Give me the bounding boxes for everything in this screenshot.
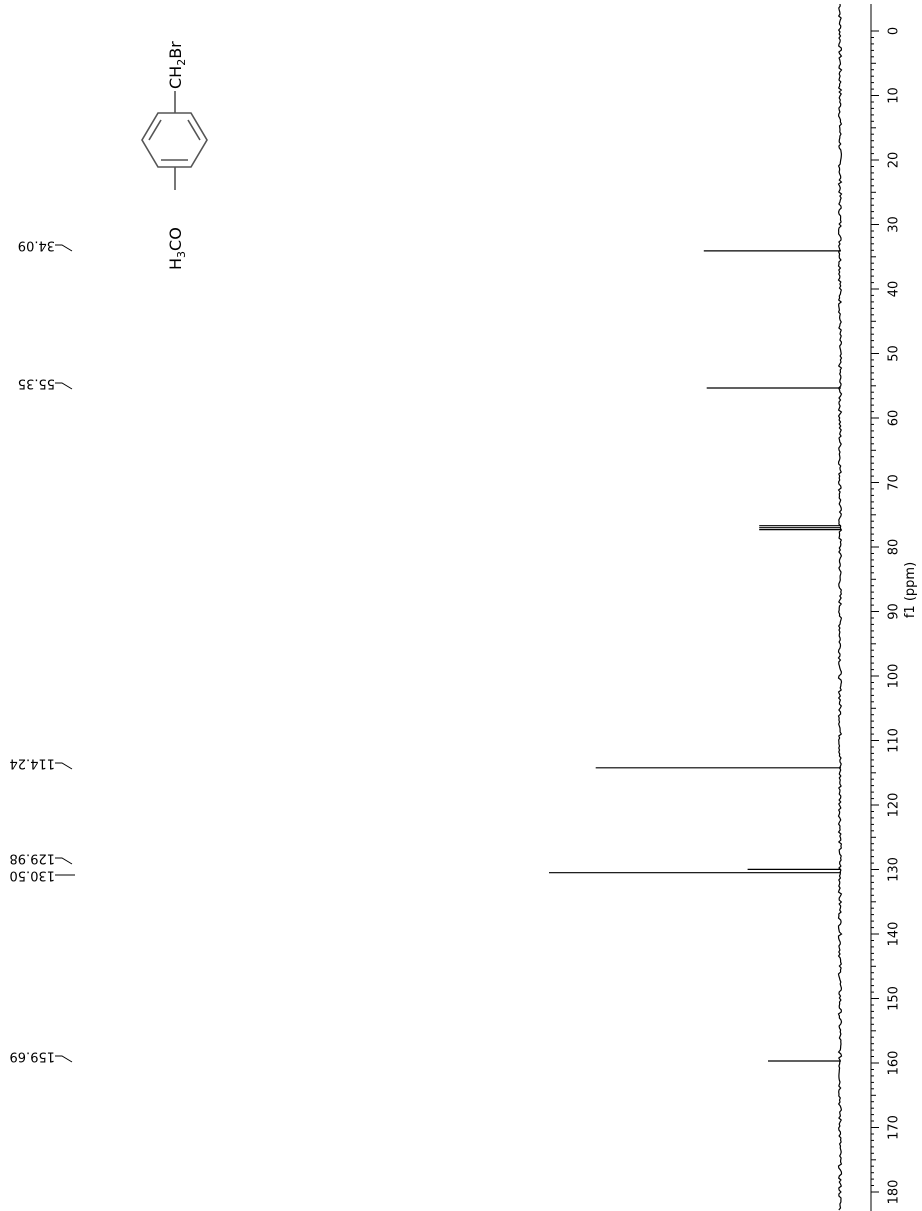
peak-label-leader (55, 857, 73, 865)
tick-label: 60 (887, 410, 902, 427)
tick-label: 150 (887, 986, 902, 1011)
spectrum-baseline (837, 3, 843, 1211)
tick-label: 90 (887, 603, 902, 620)
tick-label: 160 (887, 1051, 902, 1076)
spectrum-layer (549, 3, 843, 1211)
tick-label: 100 (887, 664, 902, 689)
peak-label-0: 34.09 (18, 238, 55, 253)
x-axis-label: f1 (ppm) (903, 562, 918, 618)
peak-label-leader (55, 762, 73, 770)
tick-label: 120 (887, 793, 902, 818)
peak-label-1: 55.35 (18, 376, 55, 391)
tick-label: 110 (887, 728, 902, 753)
tick-label: 70 (887, 474, 902, 491)
h3co-label: H3CO (166, 227, 188, 270)
peak-label-layer: 34.09 55.35 114.24 129.98 130.50 159.69 (10, 238, 75, 1064)
ch2br-label: CH2Br (166, 41, 188, 89)
benzene-ring (141, 112, 208, 168)
peak-label-4: 130.50 (10, 868, 56, 883)
tick-label: 50 (887, 345, 902, 362)
tick-label: 20 (887, 152, 902, 169)
tick-label: 40 (887, 281, 902, 298)
tick-label: 130 (887, 857, 902, 882)
peak-label-leader (55, 1055, 73, 1063)
peak-label-leader (55, 382, 73, 390)
peak-label-leader (55, 244, 73, 252)
tick-label: 170 (887, 1115, 902, 1140)
peak-label-5: 159.69 (10, 1049, 56, 1064)
tick-label: 180 (887, 1180, 902, 1205)
ppm-axis: 0 10 20 30 40 50 60 70 80 90 100 110 120 130 140 150 160… (870, 4, 902, 1211)
chemical-structure: CH2Br H3CO (141, 41, 208, 270)
tick-label: 80 (887, 539, 902, 556)
tick-label: 0 (887, 27, 902, 35)
tick-label: 140 (887, 922, 902, 947)
tick-label: 30 (887, 216, 902, 233)
peak-label-2: 114.24 (10, 756, 56, 771)
tick-label: 10 (887, 87, 902, 104)
peak-label-3: 129.98 (10, 851, 56, 866)
